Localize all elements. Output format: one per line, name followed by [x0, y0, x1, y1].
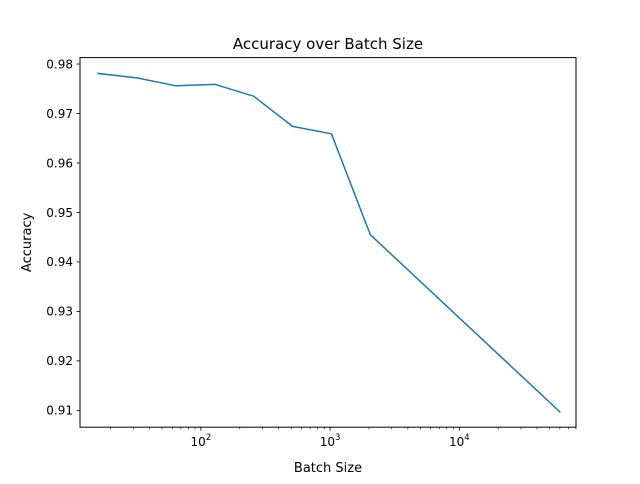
y-tick-label: 0.95	[46, 206, 73, 220]
y-tick-label: 0.97	[46, 107, 73, 121]
x-axis-label: Batch Size	[294, 461, 362, 476]
y-tick-label: 0.94	[46, 255, 73, 269]
y-tick-label: 0.92	[46, 354, 73, 368]
y-axis-label: Accuracy	[20, 212, 35, 272]
y-tick-label: 0.91	[46, 404, 73, 418]
chart-title: Accuracy over Batch Size	[233, 35, 423, 53]
y-tick-label: 0.93	[46, 305, 73, 319]
y-tick-label: 0.96	[46, 156, 73, 170]
y-tick-label: 0.98	[46, 57, 73, 71]
